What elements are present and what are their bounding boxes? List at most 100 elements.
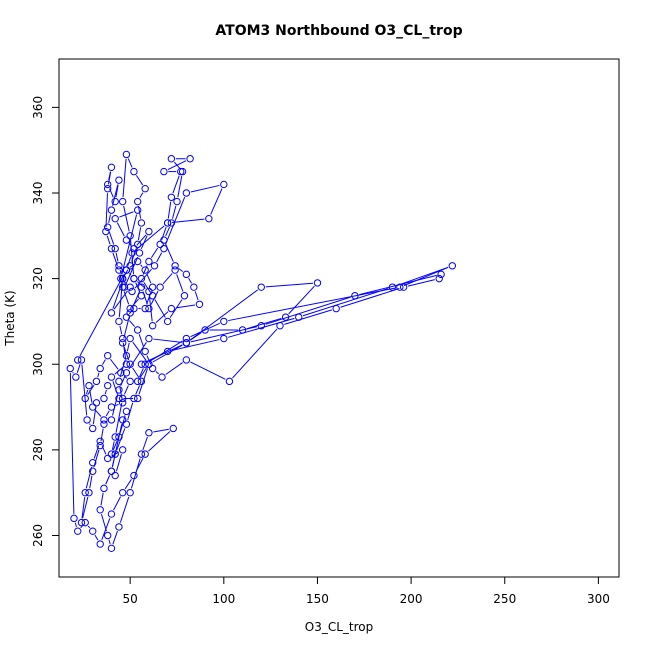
data-point xyxy=(122,420,131,428)
data-point xyxy=(130,471,138,480)
data-point xyxy=(111,197,119,206)
series-segment xyxy=(136,234,147,246)
data-point xyxy=(120,283,129,291)
data-point xyxy=(115,377,123,386)
data-point xyxy=(117,274,125,283)
data-point xyxy=(122,351,131,360)
data-point xyxy=(238,326,247,334)
series-segment xyxy=(228,317,295,338)
series-segment xyxy=(188,277,193,284)
series-segment xyxy=(194,291,199,301)
series-segment xyxy=(135,457,144,472)
series-segment xyxy=(135,385,141,395)
series-segment xyxy=(138,368,148,395)
x-tick-label: 50 xyxy=(123,592,138,606)
y-axis-title: Theta (K) xyxy=(3,290,17,346)
data-point xyxy=(122,150,131,159)
data-point xyxy=(163,317,172,326)
series-segment xyxy=(119,269,122,275)
data-point xyxy=(171,262,179,270)
series-segment xyxy=(116,222,125,237)
series-segment xyxy=(87,384,95,395)
series-segment xyxy=(124,479,132,490)
series-segment xyxy=(396,266,449,287)
data-point xyxy=(118,416,127,424)
data-point xyxy=(141,185,149,193)
data-point xyxy=(167,304,176,313)
series-segment xyxy=(92,407,97,425)
data-point xyxy=(195,300,204,309)
series-segment xyxy=(162,273,173,285)
data-point xyxy=(115,523,123,531)
data-point xyxy=(115,394,123,403)
data-point xyxy=(137,283,146,291)
data-point xyxy=(145,304,153,313)
data-point xyxy=(122,369,131,377)
series-segment xyxy=(112,184,119,206)
series-segment xyxy=(122,158,127,198)
data-point xyxy=(141,347,149,356)
data-point xyxy=(148,364,157,373)
y-tick-label: 360 xyxy=(31,96,45,119)
data-point xyxy=(81,394,89,403)
series-segment xyxy=(81,364,88,416)
data-point xyxy=(115,266,123,274)
data-point xyxy=(141,360,149,368)
data-point xyxy=(388,283,397,291)
data-point xyxy=(103,531,112,540)
series-segment xyxy=(111,451,120,457)
series-points xyxy=(66,150,457,553)
series-segment xyxy=(119,496,130,523)
series-segment xyxy=(156,252,163,263)
series-segment xyxy=(87,525,91,529)
series-segment xyxy=(127,257,132,266)
data-point xyxy=(137,377,146,386)
data-point xyxy=(133,394,142,403)
data-point xyxy=(115,317,123,326)
data-point xyxy=(137,292,146,300)
data-point xyxy=(133,206,142,214)
series-segment xyxy=(150,247,159,259)
data-point xyxy=(77,518,86,527)
data-point xyxy=(103,185,112,193)
data-point xyxy=(130,167,138,176)
data-point xyxy=(351,292,359,300)
data-point xyxy=(85,488,93,497)
data-point xyxy=(118,283,127,291)
data-point xyxy=(313,279,322,287)
data-point xyxy=(201,326,209,334)
data-point xyxy=(145,360,153,368)
series-segment xyxy=(110,358,119,370)
series-segment xyxy=(123,317,130,339)
data-point xyxy=(135,249,144,257)
series-segment xyxy=(265,282,314,288)
series-segment xyxy=(148,295,153,322)
data-point xyxy=(83,416,91,424)
data-point xyxy=(70,514,78,523)
series-segment xyxy=(95,410,102,417)
data-point xyxy=(107,544,116,553)
series-segment xyxy=(123,346,130,361)
data-point xyxy=(85,381,93,390)
data-point xyxy=(126,377,134,386)
data-point xyxy=(126,309,134,317)
data-point xyxy=(122,236,131,244)
series-segment xyxy=(115,402,123,433)
data-point xyxy=(74,527,82,535)
data-point xyxy=(77,356,86,364)
data-point xyxy=(122,407,131,416)
series-segment xyxy=(121,214,138,275)
data-point xyxy=(107,206,116,214)
data-point xyxy=(205,214,213,223)
data-point xyxy=(128,287,136,296)
data-point xyxy=(122,313,131,321)
data-point xyxy=(160,236,168,244)
series-segment xyxy=(80,525,83,529)
series-segment xyxy=(102,359,106,365)
series-segment xyxy=(142,436,148,451)
data-point xyxy=(148,322,157,330)
data-point xyxy=(96,540,104,548)
series-segment xyxy=(132,367,140,378)
series-segment xyxy=(72,372,74,374)
